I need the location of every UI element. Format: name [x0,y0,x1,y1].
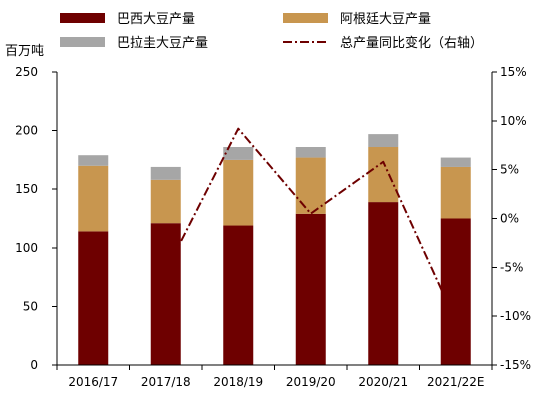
x-axis-category-label: 2019/20 [286,375,336,389]
left-axis-tick-label: 250 [15,65,38,79]
left-axis-tick-label: 100 [15,241,38,255]
legend: 巴西大豆产量 阿根廷大豆产量 巴拉圭大豆产量 总产量同比变化（右轴） [60,12,483,51]
bar-paraguay-2016-17 [78,155,109,166]
x-axis-category-label: 2017/18 [141,375,191,389]
bar-brazil-2021-22e [440,218,471,365]
left-axis-tick-label: 200 [15,124,38,138]
left-axis-tick-label: 50 [23,299,38,313]
bar-brazil-2019-20 [295,213,326,365]
bar-layer [78,134,471,365]
legend-swatch-paraguay [60,37,105,47]
bar-argentina-2017-18 [150,179,181,224]
legend-label-brazil: 巴西大豆产量 [117,12,195,27]
bar-brazil-2020-21 [368,202,399,365]
bar-argentina-2016-17 [78,165,109,232]
right-axis-tick-label: -10% [500,309,531,323]
right-axis-tick-label: -15% [500,358,531,372]
line-series-yoy-change [164,127,457,322]
left-axis-tick-label: 150 [15,182,38,196]
y-axis-unit-label: 百万吨 [5,44,44,59]
right-axis-tick-label: 15% [500,65,527,79]
x-axis-category-label: 2018/19 [213,375,263,389]
bar-argentina-2020-21 [368,147,399,203]
right-axis-tick-label: -5% [500,260,523,274]
tick-labels: 0 50 100 150 200 250 15% 10% 5% 0% -5% -10% -15% 2016… [15,65,531,389]
right-axis-tick-label: 0% [500,212,519,226]
bar-brazil-2016-17 [78,231,109,365]
line-layer [164,127,457,322]
right-axis-tick-label: 10% [500,114,527,128]
legend-swatch-argentina [283,13,328,23]
bar-paraguay-2018-19 [223,147,254,160]
axes [52,71,497,370]
legend-label-yoy-change: 总产量同比变化（右轴） [340,35,483,51]
bar-brazil-2017-18 [150,223,181,365]
legend-label-argentina: 阿根廷大豆产量 [340,12,431,27]
bar-paraguay-2017-18 [150,166,181,180]
left-axis-tick-label: 0 [30,358,38,372]
x-axis-category-label: 2016/17 [68,375,118,389]
bar-paraguay-2021-22e [440,157,471,167]
legend-swatch-brazil [60,13,105,23]
right-axis-tick-label: 5% [500,163,519,177]
bar-argentina-2019-20 [295,157,326,214]
bar-paraguay-2020-21 [368,134,399,148]
bar-argentina-2018-19 [223,159,254,226]
x-axis-category-label: 2021/22E [427,375,484,389]
bar-argentina-2021-22e [440,166,471,219]
bar-paraguay-2019-20 [295,147,326,158]
legend-label-paraguay: 巴拉圭大豆产量 [117,36,208,51]
x-axis-category-label: 2020/21 [358,375,408,389]
bar-brazil-2018-19 [223,225,254,365]
